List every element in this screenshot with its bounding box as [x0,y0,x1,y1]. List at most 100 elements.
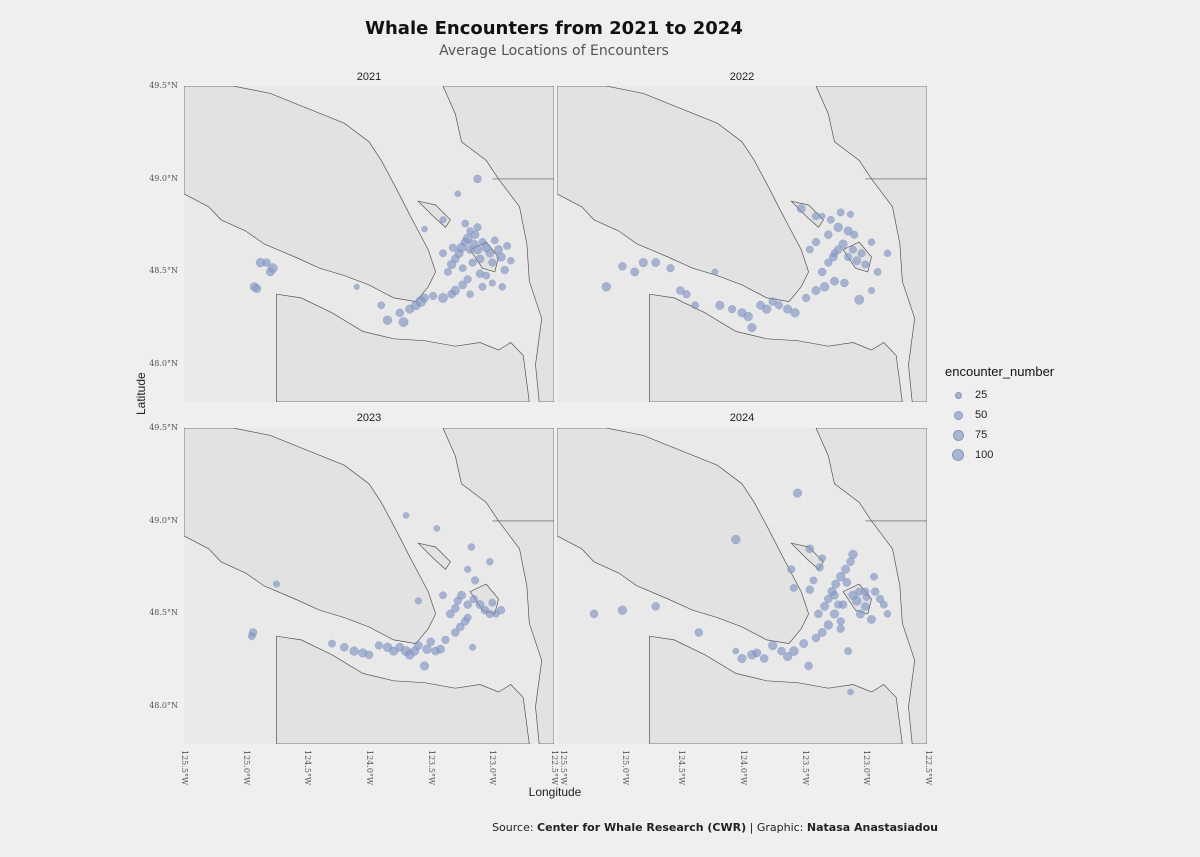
y-tick-48.5-bottom: 48.5°N [149,608,178,617]
encounter-point [651,602,660,611]
facet-label-2024: 2024 [729,412,755,424]
encounter-point [441,635,450,645]
encounter-point [838,239,848,249]
legend-item-100: 100 [945,445,1054,465]
encounter-point [420,293,429,303]
encounter-point [470,230,480,239]
encounter-point [820,601,830,611]
encounter-point [382,315,393,325]
chart-title: Whale Encounters from 2021 to 2024 [365,18,743,39]
x-tick-122.5-right: 122.5°W [924,750,933,786]
encounter-point [843,226,853,236]
x-tick-123.5-right: 123.5°W [801,750,810,786]
y-tick-49.5-top: 49.5°N [149,81,178,90]
x-tick-125.0-right: 125.0°W [621,750,630,786]
encounter-point [851,596,862,606]
encounter-point [475,254,485,264]
encounter-point [454,190,462,198]
encounter-point [402,512,410,519]
y-tick-49.5-bottom: 49.5°N [149,423,178,432]
facet-label-2022: 2022 [729,71,755,83]
encounter-point [467,543,476,551]
caption: Source: Center for Whale Research (CWR) … [492,821,938,834]
encounter-point [617,605,628,615]
y-tick-49.0-bottom: 49.0°N [149,516,178,525]
encounter-point [482,271,491,280]
encounter-point [395,308,405,318]
encounter-point [774,301,784,310]
encounter-point [830,276,839,286]
encounter-point [799,639,809,649]
encounter-point [846,210,855,218]
x-tick-125.0-left: 125.0°W [242,750,251,786]
encounter-point [855,609,865,619]
encounter-point [787,565,796,574]
encounter-point [788,646,799,656]
encounter-point [666,264,675,273]
encounter-point [861,587,870,596]
land-polygon [557,86,809,302]
facet-label-2021: 2021 [356,71,382,83]
encounter-point [867,615,876,624]
encounter-point [727,304,737,314]
encounter-point [436,644,445,654]
encounter-point [328,639,336,648]
encounter-point [732,647,740,655]
encounter-point [857,249,866,258]
encounter-point [759,654,769,663]
caption-author: Natasa Anastasiadou [806,821,938,834]
x-tick-124.5-right: 124.5°W [677,750,686,786]
encounter-point [473,174,482,184]
encounter-point [630,267,640,277]
map-svg-2021 [184,86,554,402]
map-panel-2023 [184,428,554,744]
caption-separator: | Graphic: [746,821,807,834]
land-polygon [442,86,554,402]
encounter-point [486,558,494,566]
encounter-point [426,637,435,647]
encounter-point [818,212,826,220]
encounter-point [811,237,821,247]
land-polygon [184,428,436,644]
encounter-point [374,641,384,650]
encounter-point [870,587,880,596]
encounter-point [883,610,892,618]
encounter-point [823,620,833,630]
encounter-point [421,225,428,233]
encounter-point [843,252,853,262]
encounter-point [842,577,852,587]
encounter-point [451,604,460,613]
caption-source: Center for Whale Research (CWR) [537,821,747,834]
encounter-point [364,650,374,660]
encounter-point [466,290,474,298]
encounter-point [805,544,815,554]
encounter-point [475,600,485,610]
legend-dot-75 [952,429,964,441]
encounter-point [824,230,833,239]
encounter-point [870,572,878,581]
encounter-point [824,594,833,604]
encounter-point [829,609,840,619]
encounter-point [777,646,786,656]
encounter-point [752,648,762,658]
y-tick-48.0-bottom: 48.0°N [149,701,178,710]
x-tick-125.5-left: 125.5°W [180,750,189,786]
encounter-point [445,609,455,619]
land-polygon [649,635,903,744]
encounter-point [817,628,827,637]
legend-dot-50 [953,410,963,420]
legend-title: encounter_number [945,364,1055,379]
y-tick-49.0-top: 49.0°N [149,174,178,183]
encounter-point [458,264,467,273]
encounter-point [448,243,458,252]
encounter-point [651,258,661,268]
encounter-point [503,241,512,250]
encounter-point [790,308,800,318]
encounter-point [747,323,757,333]
encounter-point [498,283,506,291]
encounter-point [824,258,833,267]
x-axis-title: Longitude [528,785,582,799]
encounter-point [841,564,851,574]
encounter-point [805,245,814,254]
encounter-point [768,297,778,306]
